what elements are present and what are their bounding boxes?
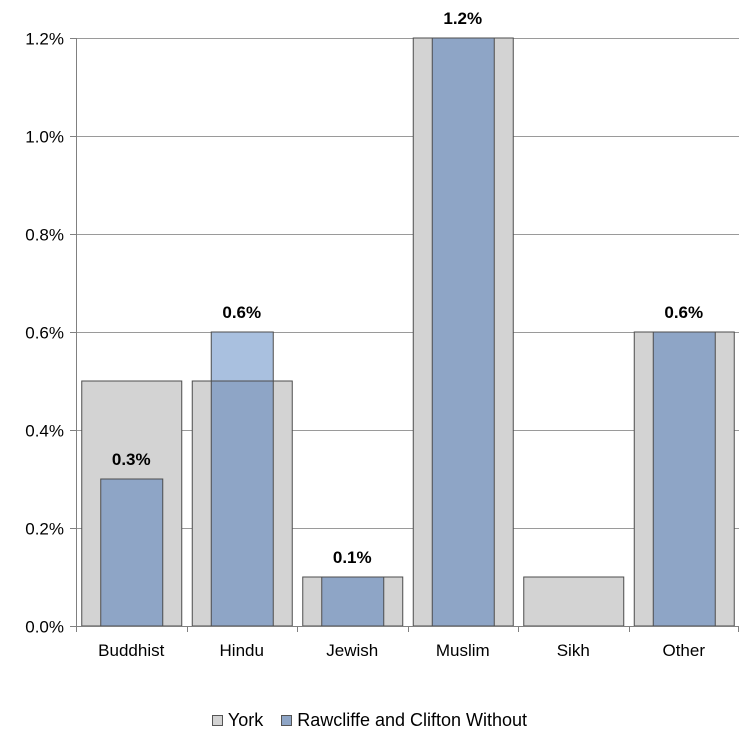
x-tick-label: Muslim (436, 641, 490, 660)
y-tick-label: 0.6% (25, 324, 64, 343)
data-labels: 0.3% 0.6% 0.1% 1.2% 0.6% (112, 9, 703, 567)
legend-swatch-york (211, 714, 223, 726)
bars (81, 37, 735, 627)
gridlines (76, 38, 739, 529)
x-tick-label: Hindu (220, 641, 264, 660)
x-tick-label: Other (662, 641, 705, 660)
x-tick-label: Sikh (557, 641, 590, 660)
x-tick-label: Buddhist (98, 641, 164, 660)
legend-label-york: York (227, 709, 264, 730)
legend-item-york: York (211, 709, 264, 731)
y-tick-label: 0.0% (25, 618, 64, 637)
data-label: 0.3% (112, 450, 151, 469)
data-label: 0.6% (222, 303, 261, 322)
bar-rawcliffe (321, 576, 385, 627)
bar-rawcliffe (652, 331, 716, 627)
data-label: 0.1% (333, 548, 372, 567)
legend-item-rawcliffe: Rawcliffe and Clifton Without (281, 710, 527, 731)
y-tick-label: 0.4% (25, 422, 64, 441)
legend: York Rawcliffe and Clifton Without (0, 706, 739, 734)
bar-rawcliffe-upper (210, 331, 274, 382)
y-tick-label: 1.2% (25, 30, 64, 49)
legend-swatch-rawcliffe (281, 714, 293, 726)
bar-rawcliffe (210, 380, 274, 627)
y-tick-label: 0.8% (25, 226, 64, 245)
bar-york (523, 576, 625, 627)
bar-rawcliffe (100, 478, 164, 627)
data-label: 1.2% (443, 9, 482, 28)
data-label: 0.6% (664, 303, 703, 322)
y-tick-label: 1.0% (25, 128, 64, 147)
axes: 0.0% 0.2% 0.4% 0.6% 0.8% 1.0% 1.2% Buddhist Hind… (25, 30, 739, 660)
legend-label-rawcliffe: Rawcliffe and Clifton Without (297, 709, 528, 730)
x-tick-label: Jewish (326, 641, 378, 660)
bar-rawcliffe (431, 37, 495, 627)
y-tick-label: 0.2% (25, 520, 64, 539)
